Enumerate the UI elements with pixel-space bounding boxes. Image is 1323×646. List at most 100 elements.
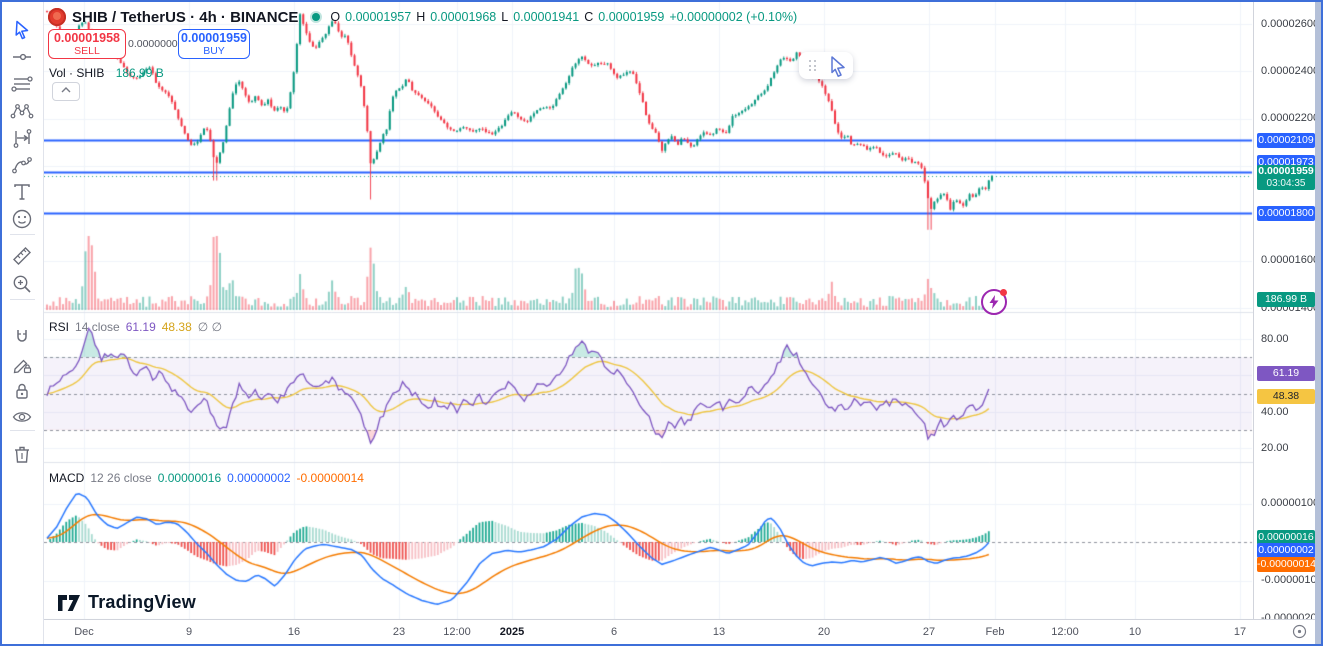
rsi-params: 14 close xyxy=(75,320,120,334)
tradingview-logo[interactable]: TradingView xyxy=(57,592,196,613)
quick-action-lightning-icon[interactable] xyxy=(981,289,1007,315)
macd-hist-value: 0.00000016 xyxy=(157,471,222,485)
toolbar-separator xyxy=(10,430,35,431)
ruler-icon[interactable] xyxy=(8,242,36,270)
magnet-icon[interactable] xyxy=(8,324,36,352)
sell-label: SELL xyxy=(74,45,100,57)
price-axis-label: 20.00 xyxy=(1261,442,1289,454)
price-badge: 48.38 xyxy=(1257,388,1315,404)
last-price-value: 0.00001959 xyxy=(1258,165,1314,177)
sell-price: 0.00001958 xyxy=(53,31,121,45)
toolbar-separator xyxy=(10,234,35,235)
volume-value: 186.99 B xyxy=(115,66,164,80)
time-axis-label: 13 xyxy=(712,626,726,638)
macd-title: MACD xyxy=(49,471,85,485)
draw-lock-icon[interactable] xyxy=(8,351,36,379)
spread-value: 0.00000001 xyxy=(128,38,184,50)
timezone-icon[interactable] xyxy=(1292,624,1307,644)
price-badge: 0.00001800 xyxy=(1257,205,1315,221)
rsi-legend[interactable]: RSI 14 close 61.19 48.38 ∅ ∅ xyxy=(49,320,222,334)
time-axis-label: 2025 xyxy=(499,626,525,638)
time-axis-label: 12:00 xyxy=(1051,626,1079,638)
last-price-badge: 0.00001959 03:04:35 xyxy=(1257,165,1315,190)
lock-icon[interactable] xyxy=(8,377,36,405)
toolbar-separator xyxy=(10,299,35,300)
emoji-icon[interactable] xyxy=(8,205,36,233)
price-axis-label: 0.00000100 xyxy=(1261,497,1320,509)
price-axis-label: -0.00000100 xyxy=(1261,574,1323,586)
price-axis-label: 0.00002600 xyxy=(1261,18,1320,30)
price-badge: 186.99 B xyxy=(1257,291,1315,307)
forecast-icon[interactable] xyxy=(8,124,36,152)
floating-toolbar[interactable] xyxy=(799,52,853,79)
time-axis-label: Feb xyxy=(985,626,1005,638)
time-axis-label: 16 xyxy=(287,626,301,638)
close-value: 0.00001959 xyxy=(598,10,665,24)
buy-price: 0.00001959 xyxy=(180,31,248,45)
xabcd-pattern-icon[interactable] xyxy=(8,97,36,125)
cursor-icon[interactable] xyxy=(8,16,36,44)
trend-line-icon[interactable] xyxy=(8,43,36,71)
price-badge: -0.00000014 xyxy=(1257,556,1316,572)
change-value: +0.00000002 (+0.10%) xyxy=(669,10,798,24)
market-status-icon xyxy=(312,13,321,21)
rsi-empty-values: ∅ ∅ xyxy=(197,320,223,334)
time-axis-label: 20 xyxy=(817,626,831,638)
open-value: 0.00001957 xyxy=(345,10,412,24)
time-axis-label: 12:00 xyxy=(443,626,471,638)
curve-icon[interactable] xyxy=(8,151,36,179)
price-axis-label: 80.00 xyxy=(1261,333,1289,345)
shib-logo-icon xyxy=(48,8,66,26)
drawing-toolbar xyxy=(2,2,44,644)
trash-icon[interactable] xyxy=(8,440,36,468)
open-label: O xyxy=(330,10,341,24)
macd-legend[interactable]: MACD 12 26 close 0.00000016 0.00000002 -… xyxy=(49,471,364,485)
collapse-button[interactable] xyxy=(52,82,80,101)
macd-signal-value: -0.00000014 xyxy=(296,471,364,485)
buy-label: BUY xyxy=(203,45,225,57)
bar-countdown: 03:04:35 xyxy=(1266,178,1306,189)
rsi-ma-value: 48.38 xyxy=(161,320,192,334)
volume-legend[interactable]: Vol · SHIB 186.99 B xyxy=(49,66,164,80)
rsi-title: RSI xyxy=(49,320,70,334)
price-badge: 61.19 xyxy=(1257,365,1315,381)
time-axis-label: 23 xyxy=(392,626,406,638)
time-axis-label: 6 xyxy=(610,626,618,638)
time-axis-label: 17 xyxy=(1233,626,1247,638)
macd-params: 12 26 close xyxy=(90,471,152,485)
rsi-value: 61.19 xyxy=(125,320,156,334)
notification-dot xyxy=(1000,289,1007,296)
symbol-title[interactable]: SHIB / TetherUS · 4h · BINANCE xyxy=(72,8,299,26)
zoom-in-icon[interactable] xyxy=(8,270,36,298)
mouse-cursor-icon xyxy=(828,55,848,82)
price-axis[interactable]: 0.00002600 0.00002400 0.00002200 0.00001600… xyxy=(1253,2,1323,624)
tradingview-logo-text: TradingView xyxy=(88,592,196,612)
eye-icon[interactable] xyxy=(8,403,36,431)
fib-retracement-icon[interactable] xyxy=(8,70,36,98)
ohlc-values: O 0.00001957 H 0.00001968 L 0.00001941 C 0.0… xyxy=(330,10,797,24)
price-badge: 0.00000002 xyxy=(1257,542,1315,558)
low-value: 0.00001941 xyxy=(513,10,580,24)
time-axis[interactable]: Dec 9 16 23 12:00 2025 6 13 20 27 Feb 12:00 10 17 xyxy=(2,619,1319,644)
price-badge: 0.00002109 xyxy=(1257,132,1315,148)
sell-button[interactable]: 0.00001958 SELL xyxy=(48,29,126,59)
price-badge: 0.00000016 xyxy=(1257,529,1315,545)
low-label: L xyxy=(501,10,509,24)
text-icon[interactable] xyxy=(8,178,36,206)
price-axis-label: 40.00 xyxy=(1261,406,1289,418)
time-axis-label: 27 xyxy=(922,626,936,638)
price-axis-label: 0.00002400 xyxy=(1261,65,1320,77)
tradingview-mark-icon xyxy=(58,594,80,611)
close-label: C xyxy=(584,10,594,24)
price-axis-label: 0.00002200 xyxy=(1261,112,1320,124)
buy-button[interactable]: 0.00001959 BUY xyxy=(178,29,250,59)
scrollbar[interactable] xyxy=(1315,2,1321,644)
time-axis-label: Dec xyxy=(74,626,94,638)
macd-value: 0.00000002 xyxy=(227,471,291,485)
time-axis-label: 9 xyxy=(185,626,193,638)
high-value: 0.00001968 xyxy=(430,10,497,24)
drag-handle-icon[interactable] xyxy=(809,60,816,71)
time-axis-label: 10 xyxy=(1128,626,1142,638)
